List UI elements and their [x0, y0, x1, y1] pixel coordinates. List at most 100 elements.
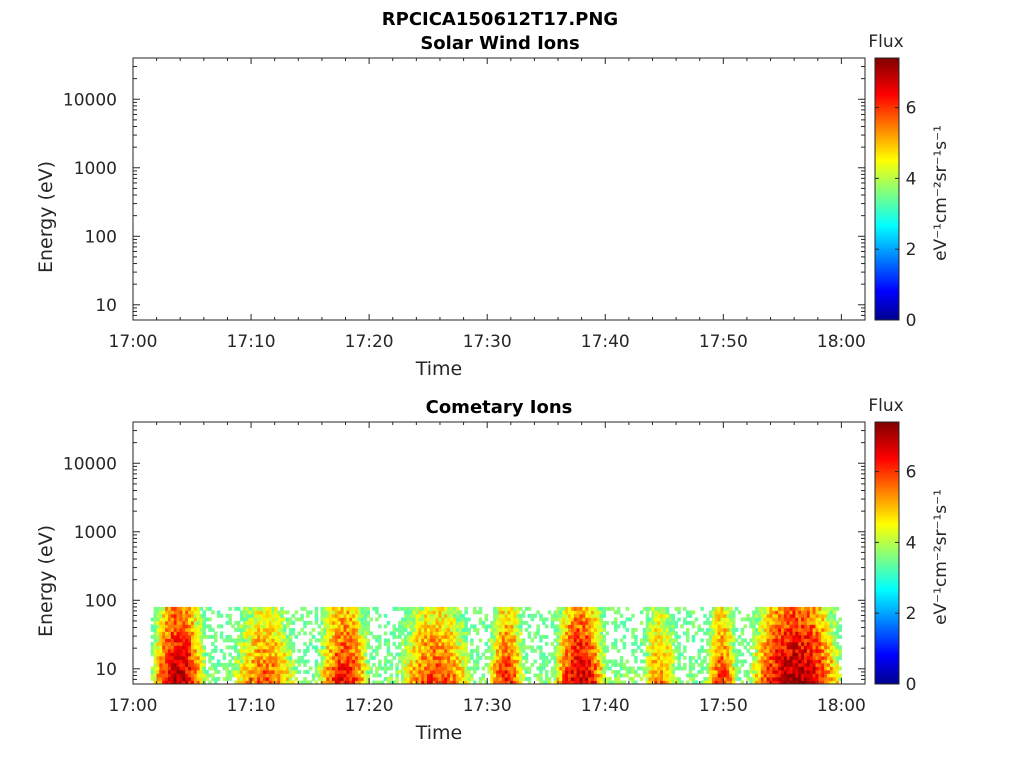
heatmap-cell [642, 666, 647, 671]
heatmap-cell [585, 676, 589, 681]
heatmap-cell [688, 610, 693, 615]
heatmap-cell [412, 634, 417, 639]
heatmap-cell [444, 617, 448, 622]
heatmap-cell [274, 676, 278, 681]
heatmap-cell [729, 638, 733, 643]
heatmap-cell [280, 659, 284, 664]
heatmap-cell [714, 655, 719, 660]
heatmap-cell [504, 676, 509, 681]
heatmap-cell [677, 655, 681, 660]
heatmap-cell [340, 669, 345, 674]
heatmap-cell [544, 669, 549, 674]
heatmap-cell [225, 620, 230, 625]
heatmap-cell [360, 648, 365, 653]
heatmap-cell [585, 624, 589, 629]
heatmap-cell [159, 676, 163, 681]
heatmap-cell [700, 645, 704, 650]
heatmap-cell [829, 620, 834, 625]
heatmap-cell [832, 673, 837, 678]
heatmap-cell [242, 652, 247, 657]
heatmap-cell [755, 638, 759, 643]
heatmap-cell [214, 669, 218, 674]
heatmap-cell [191, 659, 195, 664]
heatmap-cell [225, 634, 230, 639]
heatmap-cell [824, 662, 828, 667]
heatmap-cell [815, 652, 819, 657]
heatmap-cell [668, 613, 673, 618]
heatmap-cell [260, 666, 264, 671]
heatmap-cell [245, 606, 250, 611]
heatmap-cell [596, 652, 601, 657]
heatmap-cell [239, 624, 244, 629]
heatmap-cell [461, 634, 465, 639]
heatmap-cell [199, 666, 204, 671]
heatmap-cell [435, 666, 440, 671]
heatmap-cell [150, 624, 155, 629]
heatmap-cell [369, 669, 373, 674]
heatmap-cell [832, 606, 837, 611]
heatmap-cell [162, 631, 166, 636]
heatmap-cell [812, 659, 817, 664]
heatmap-cell [283, 641, 287, 646]
heatmap-cell [755, 617, 759, 622]
heatmap-cell [452, 666, 457, 671]
heatmap-cell [435, 627, 440, 632]
heatmap-cell [320, 669, 324, 674]
heatmap-cell [737, 659, 742, 664]
heatmap-cell [222, 655, 227, 660]
heatmap-cell [167, 676, 172, 681]
heatmap-cell [729, 631, 733, 636]
heatmap-cell [179, 606, 183, 611]
heatmap-cell [668, 634, 673, 639]
heatmap-cell [205, 652, 209, 657]
heatmap-cell [815, 620, 819, 625]
heatmap-cell [550, 620, 555, 625]
heatmap-cell [775, 627, 779, 632]
heatmap-cell [452, 606, 457, 611]
heatmap-cell [703, 666, 707, 671]
heatmap-cell [835, 627, 840, 632]
heatmap-cell [320, 634, 324, 639]
x-tick-label: 17:10 [227, 332, 276, 352]
heatmap-cell [265, 617, 270, 622]
heatmap-cell [513, 669, 517, 674]
heatmap-cell [829, 669, 834, 674]
heatmap-cell [803, 676, 808, 681]
heatmap-cell [245, 652, 250, 657]
heatmap-cell [657, 676, 661, 681]
heatmap-cell [467, 617, 471, 622]
heatmap-cell [516, 648, 520, 653]
heatmap-cell [812, 641, 817, 646]
heatmap-cell [360, 669, 365, 674]
heatmap-cell [570, 620, 575, 625]
heatmap-cell [288, 652, 293, 657]
heatmap-cell [248, 673, 253, 678]
heatmap-cell [378, 613, 382, 618]
heatmap-cell [156, 631, 160, 636]
heatmap-cell [435, 613, 440, 618]
heatmap-cell [729, 606, 733, 611]
heatmap-cell [262, 673, 267, 678]
heatmap-cell [582, 659, 586, 664]
heatmap-cell [593, 638, 598, 643]
heatmap-cell [513, 662, 517, 667]
heatmap-cell [829, 655, 834, 660]
heatmap-cell [352, 680, 356, 685]
heatmap-cell [795, 676, 799, 681]
heatmap-cell [162, 673, 166, 678]
heatmap-cell [260, 638, 264, 643]
heatmap-cell [280, 610, 284, 615]
heatmap-cell [334, 613, 339, 618]
heatmap-cell [349, 669, 353, 674]
heatmap-cell [565, 631, 569, 636]
heatmap-cell [182, 680, 186, 685]
heatmap-cell [625, 673, 630, 678]
heatmap-cell [245, 673, 250, 678]
heatmap-cell [326, 634, 330, 639]
heatmap-cell [498, 617, 503, 622]
colorbar [874, 421, 900, 685]
heatmap-cell [657, 662, 661, 667]
heatmap-cell [242, 613, 247, 618]
heatmap-cell [150, 641, 155, 646]
heatmap-cell [432, 634, 437, 639]
